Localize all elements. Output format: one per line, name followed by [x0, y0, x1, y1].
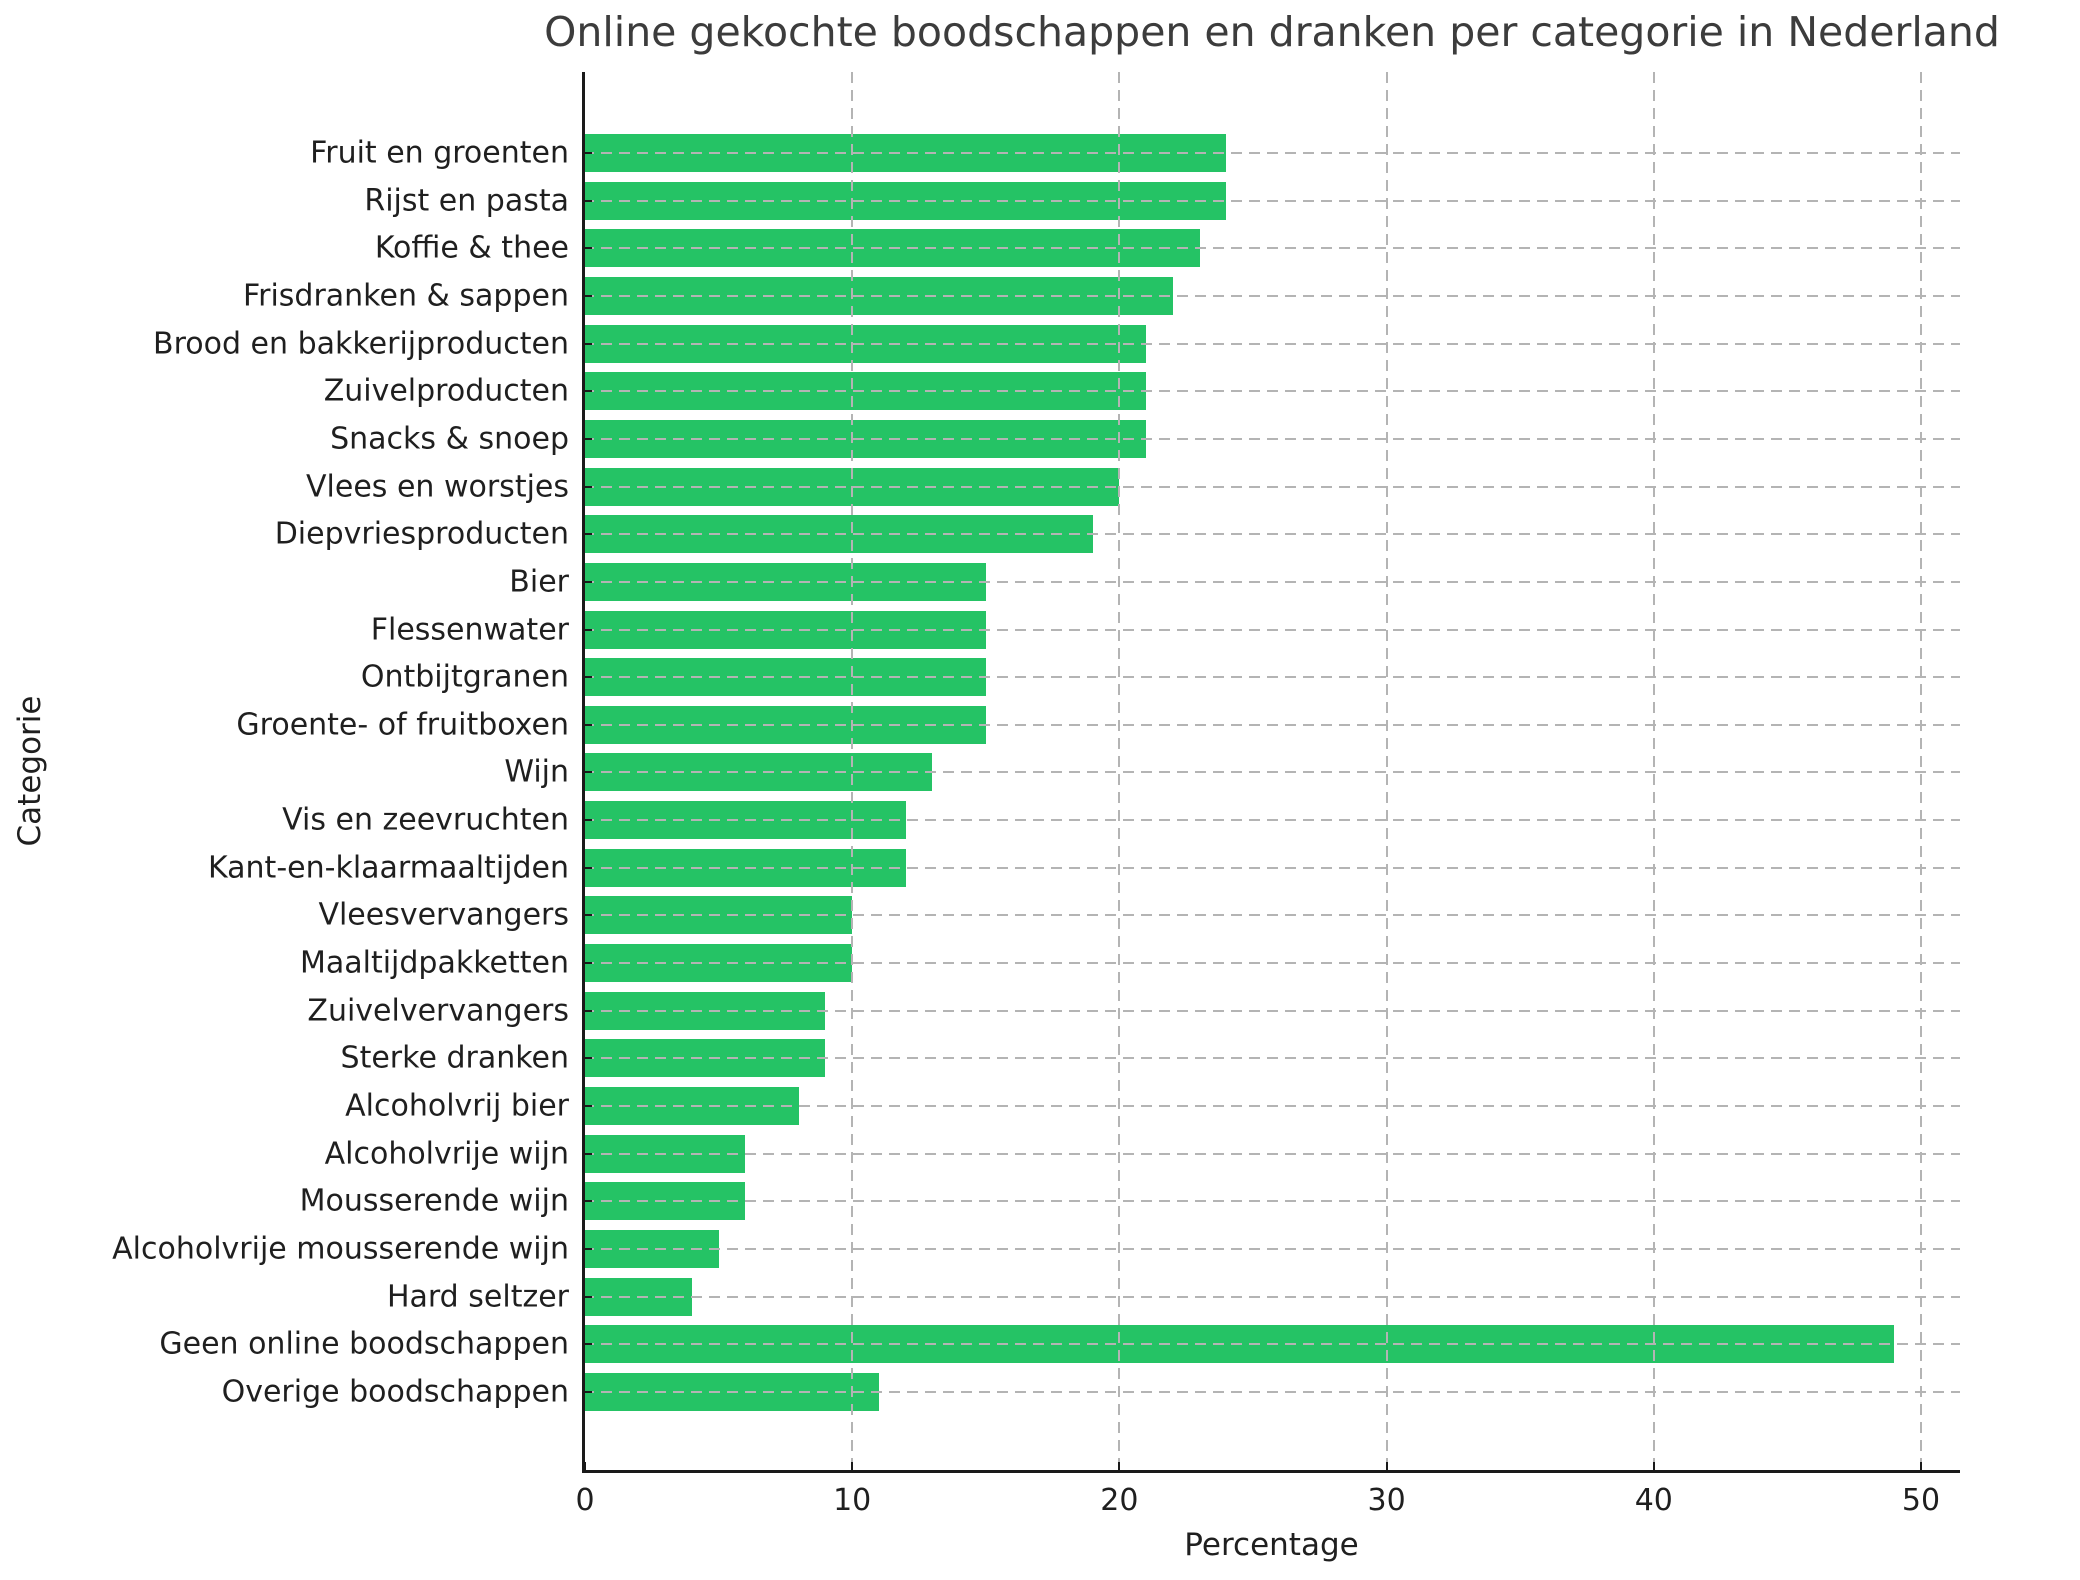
- h-gridline: [583, 485, 1960, 488]
- category-label: Geen online boodschappen: [159, 1326, 569, 1362]
- h-gridline: [583, 676, 1960, 679]
- h-gridline: [583, 152, 1960, 154]
- y-tick: [583, 1057, 592, 1060]
- h-gridline: [583, 1343, 1960, 1346]
- y-tick: [583, 580, 592, 583]
- category-label: Zuivelproducten: [323, 373, 569, 409]
- y-tick: [583, 1390, 592, 1393]
- y-tick: [583, 152, 592, 154]
- x-tick: [851, 1462, 854, 1471]
- h-gridline: [583, 628, 1960, 631]
- y-tick: [583, 1105, 592, 1107]
- x-tick: [1118, 1462, 1121, 1471]
- plot-area: Percentage 0 10 20 30 40 50 Fruit en groenten R…: [112, 72, 1960, 1563]
- h-gridline: [583, 390, 1960, 393]
- y-tick: [583, 1152, 592, 1155]
- y-tick: [583, 390, 592, 393]
- y-tick: [583, 485, 592, 488]
- category-label: Vlees en worstjes: [306, 469, 569, 505]
- x-axis-spine: [582, 1470, 1960, 1473]
- category-label: Hard seltzer: [386, 1279, 569, 1315]
- category-label: Vis en zeevruchten: [282, 802, 569, 838]
- h-gridline: [583, 866, 1960, 869]
- y-tick: [583, 771, 592, 774]
- category-label: Zuivelvervangers: [307, 993, 569, 1029]
- category-label: Ontbijtgranen: [360, 659, 569, 695]
- y-tick: [583, 199, 592, 202]
- y-tick: [583, 1247, 592, 1250]
- h-gridline: [583, 199, 1960, 202]
- x-tick-label: 50: [1901, 1483, 1941, 1518]
- x-tick-label: 30: [1367, 1483, 1406, 1518]
- h-gridline: [583, 1390, 1960, 1393]
- category-label: Sterke dranken: [340, 1040, 569, 1076]
- category-label: Alcoholvrije wijn: [324, 1136, 569, 1172]
- category-label: Koffie & thee: [374, 230, 569, 266]
- y-tick: [583, 676, 592, 679]
- y-tick: [583, 819, 592, 822]
- h-gridline: [583, 819, 1960, 822]
- h-gridline: [583, 914, 1960, 917]
- y-tick: [583, 723, 592, 726]
- category-label: Rijst en pasta: [364, 183, 569, 219]
- category-label: Maaltijdpakketten: [299, 945, 569, 981]
- category-label: Bier: [509, 564, 569, 600]
- x-tick-label: 40: [1634, 1483, 1673, 1518]
- h-gridline: [583, 1295, 1960, 1298]
- category-label: Overige boodschappen: [221, 1374, 569, 1410]
- y-tick: [583, 1200, 592, 1203]
- category-label: Kant-en-klaarmaaltijden: [208, 850, 569, 886]
- h-gridline: [583, 533, 1960, 536]
- category-label: Snacks & snoep: [330, 421, 569, 457]
- h-gridline: [583, 1247, 1960, 1250]
- category-label: Groente- of fruitboxen: [236, 707, 569, 743]
- h-gridline: [583, 962, 1960, 965]
- y-tick: [583, 1295, 592, 1298]
- y-tick: [583, 1343, 592, 1346]
- category-label: Vleesvervangers: [318, 897, 569, 933]
- y-tick: [583, 294, 592, 297]
- y-tick: [583, 533, 592, 536]
- h-gridline: [583, 723, 1960, 726]
- y-axis-label: Categorie: [12, 695, 48, 847]
- x-tick: [1920, 1462, 1922, 1471]
- h-gridline: [583, 294, 1960, 297]
- h-gridline: [583, 342, 1960, 345]
- category-label: Frisdranken & sappen: [243, 278, 569, 314]
- x-tick: [1385, 1462, 1388, 1471]
- h-gridline: [583, 771, 1960, 774]
- category-label: Fruit en groenten: [310, 135, 569, 171]
- h-gridline: [583, 1200, 1960, 1203]
- x-tick: [584, 1462, 586, 1471]
- h-gridline: [583, 1105, 1960, 1107]
- h-gridline: [583, 247, 1960, 250]
- category-label: Wijn: [504, 754, 569, 790]
- y-tick: [583, 437, 592, 440]
- h-gridline: [583, 1152, 1960, 1155]
- chart-title: Online gekochte boodschappen en dranken …: [544, 8, 2000, 56]
- category-label: Mousserende wijn: [299, 1183, 569, 1219]
- y-tick: [583, 962, 592, 965]
- x-tick-label: 10: [833, 1483, 872, 1518]
- y-tick: [583, 1009, 592, 1012]
- category-label: Alcoholvrij bier: [345, 1088, 569, 1124]
- h-gridline: [583, 1057, 1960, 1060]
- category-label: Brood en bakkerijproducten: [153, 326, 569, 362]
- h-gridline: [583, 580, 1960, 583]
- y-tick: [583, 914, 592, 917]
- x-tick-label: 20: [1100, 1483, 1139, 1518]
- h-gridline: [583, 1009, 1960, 1012]
- x-axis-label: Percentage: [1184, 1527, 1359, 1563]
- y-tick: [583, 247, 592, 250]
- category-label: Flessenwater: [370, 612, 569, 647]
- x-tick-label: 0: [575, 1483, 595, 1518]
- y-tick: [583, 628, 592, 631]
- y-tick: [583, 342, 592, 345]
- category-label: Diepvriesproducten: [274, 516, 569, 552]
- y-tick: [583, 866, 592, 869]
- x-tick: [1652, 1462, 1655, 1471]
- category-label: Alcoholvrije mousserende wijn: [112, 1231, 569, 1267]
- h-gridline: [583, 437, 1960, 440]
